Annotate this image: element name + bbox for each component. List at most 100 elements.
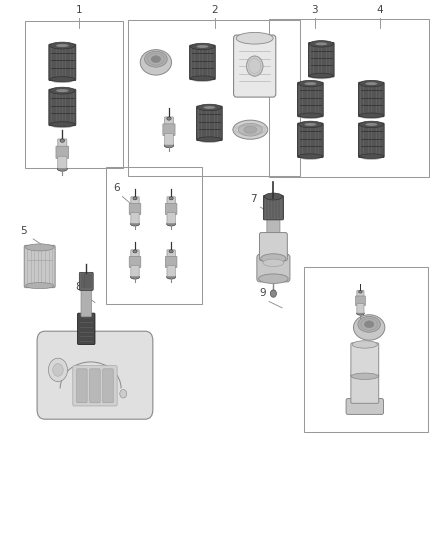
FancyBboxPatch shape bbox=[37, 331, 153, 419]
FancyBboxPatch shape bbox=[49, 89, 76, 126]
FancyBboxPatch shape bbox=[129, 256, 141, 268]
FancyBboxPatch shape bbox=[167, 213, 175, 223]
FancyBboxPatch shape bbox=[297, 123, 323, 158]
Circle shape bbox=[120, 390, 127, 398]
Ellipse shape bbox=[166, 275, 176, 279]
Ellipse shape bbox=[167, 117, 171, 120]
Ellipse shape bbox=[133, 250, 137, 253]
FancyBboxPatch shape bbox=[263, 196, 283, 220]
FancyBboxPatch shape bbox=[78, 313, 95, 344]
Ellipse shape bbox=[57, 167, 67, 171]
Ellipse shape bbox=[360, 156, 382, 160]
Text: 6: 6 bbox=[113, 183, 120, 193]
FancyBboxPatch shape bbox=[165, 204, 177, 214]
Ellipse shape bbox=[198, 137, 221, 142]
FancyBboxPatch shape bbox=[308, 43, 334, 77]
FancyBboxPatch shape bbox=[357, 304, 364, 313]
Ellipse shape bbox=[49, 77, 75, 82]
Ellipse shape bbox=[359, 80, 383, 87]
FancyBboxPatch shape bbox=[165, 133, 173, 145]
Ellipse shape bbox=[60, 139, 64, 142]
Ellipse shape bbox=[166, 222, 176, 226]
FancyBboxPatch shape bbox=[131, 265, 139, 277]
Ellipse shape bbox=[56, 44, 69, 47]
Ellipse shape bbox=[151, 56, 161, 63]
Bar bbox=[127, 20, 300, 176]
Ellipse shape bbox=[261, 254, 286, 263]
Ellipse shape bbox=[199, 139, 220, 143]
Ellipse shape bbox=[304, 123, 316, 126]
Ellipse shape bbox=[25, 244, 54, 251]
Ellipse shape bbox=[300, 115, 321, 119]
Ellipse shape bbox=[304, 82, 316, 85]
Ellipse shape bbox=[51, 124, 74, 128]
Ellipse shape bbox=[359, 121, 383, 128]
Ellipse shape bbox=[271, 196, 276, 199]
Ellipse shape bbox=[164, 143, 174, 148]
FancyBboxPatch shape bbox=[233, 35, 276, 97]
Ellipse shape bbox=[358, 317, 381, 332]
Ellipse shape bbox=[49, 122, 75, 127]
FancyBboxPatch shape bbox=[90, 369, 100, 403]
Ellipse shape bbox=[238, 123, 262, 136]
Bar bbox=[25, 21, 123, 168]
Ellipse shape bbox=[56, 89, 69, 92]
Circle shape bbox=[53, 364, 63, 376]
FancyBboxPatch shape bbox=[357, 290, 364, 298]
Ellipse shape bbox=[351, 373, 378, 379]
FancyBboxPatch shape bbox=[351, 343, 379, 377]
FancyBboxPatch shape bbox=[351, 374, 379, 403]
Ellipse shape bbox=[191, 43, 215, 50]
Ellipse shape bbox=[298, 154, 322, 158]
Ellipse shape bbox=[49, 87, 75, 94]
FancyBboxPatch shape bbox=[58, 156, 67, 168]
Ellipse shape bbox=[359, 154, 383, 158]
Ellipse shape bbox=[198, 104, 221, 111]
Text: 5: 5 bbox=[20, 226, 26, 236]
FancyBboxPatch shape bbox=[267, 216, 280, 238]
Ellipse shape bbox=[315, 43, 327, 45]
FancyBboxPatch shape bbox=[167, 265, 175, 277]
FancyBboxPatch shape bbox=[165, 256, 177, 268]
Text: 2: 2 bbox=[212, 5, 218, 14]
Ellipse shape bbox=[365, 123, 377, 126]
Ellipse shape bbox=[191, 76, 215, 80]
Ellipse shape bbox=[169, 250, 173, 253]
Text: 1: 1 bbox=[75, 5, 82, 14]
FancyBboxPatch shape bbox=[197, 106, 222, 141]
FancyBboxPatch shape bbox=[24, 245, 55, 288]
Ellipse shape bbox=[133, 197, 137, 200]
Ellipse shape bbox=[263, 259, 284, 266]
FancyBboxPatch shape bbox=[103, 369, 113, 403]
FancyBboxPatch shape bbox=[73, 366, 117, 406]
FancyBboxPatch shape bbox=[131, 213, 139, 223]
Bar bbox=[304, 266, 428, 432]
FancyBboxPatch shape bbox=[131, 250, 139, 259]
FancyBboxPatch shape bbox=[79, 272, 93, 290]
Ellipse shape bbox=[140, 50, 172, 75]
Ellipse shape bbox=[264, 193, 283, 200]
Text: 8: 8 bbox=[75, 282, 82, 292]
Ellipse shape bbox=[357, 312, 364, 315]
Ellipse shape bbox=[359, 113, 383, 118]
Ellipse shape bbox=[49, 42, 75, 49]
FancyBboxPatch shape bbox=[163, 124, 175, 135]
Ellipse shape bbox=[131, 275, 140, 279]
Ellipse shape bbox=[311, 75, 332, 79]
Text: 7: 7 bbox=[251, 194, 257, 204]
FancyBboxPatch shape bbox=[190, 45, 215, 79]
FancyBboxPatch shape bbox=[81, 286, 92, 317]
Ellipse shape bbox=[360, 115, 382, 119]
FancyBboxPatch shape bbox=[58, 139, 67, 149]
FancyBboxPatch shape bbox=[257, 254, 290, 282]
Circle shape bbox=[48, 358, 67, 382]
Ellipse shape bbox=[131, 222, 140, 226]
Ellipse shape bbox=[359, 290, 362, 293]
FancyBboxPatch shape bbox=[131, 197, 139, 206]
FancyBboxPatch shape bbox=[165, 117, 173, 126]
Ellipse shape bbox=[298, 80, 322, 87]
Ellipse shape bbox=[309, 41, 333, 47]
Ellipse shape bbox=[169, 197, 173, 200]
FancyBboxPatch shape bbox=[358, 123, 384, 158]
Ellipse shape bbox=[352, 341, 378, 348]
